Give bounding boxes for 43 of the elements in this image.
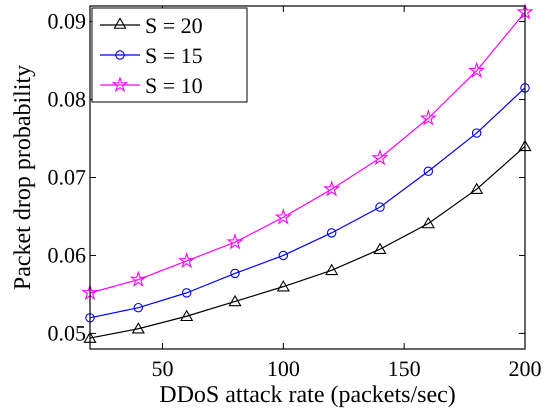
point: [182, 288, 192, 298]
point: [276, 209, 291, 224]
point: [470, 183, 483, 194]
legend-label: S = 15: [145, 43, 203, 68]
x-tick-label: 50: [152, 356, 174, 381]
y-tick-label: 0.09: [48, 8, 86, 34]
point: [422, 217, 435, 228]
point: [278, 250, 288, 260]
point: [469, 62, 484, 78]
point: [130, 272, 146, 286]
y-tick-label: 0.08: [48, 86, 86, 112]
point: [228, 295, 242, 306]
point: [374, 243, 386, 254]
point: [132, 322, 145, 334]
point: [372, 150, 388, 164]
x-tick-label: 100: [266, 356, 300, 381]
point: [324, 181, 340, 196]
point: [375, 202, 385, 212]
point: [420, 110, 436, 125]
y-tick-label: 0.07: [48, 164, 86, 190]
y-axis-title: Packet drop probability: [10, 64, 36, 290]
x-axis-title: DDoS attack rate (packets/sec): [159, 382, 456, 408]
point: [520, 83, 530, 93]
point: [85, 313, 95, 323]
point: [227, 234, 243, 249]
point: [424, 166, 434, 176]
point: [326, 228, 336, 238]
point: [134, 302, 144, 312]
point: [179, 253, 194, 268]
legend-label: S = 20: [145, 13, 203, 38]
y-tick-label: 0.06: [48, 242, 86, 268]
y-tick-label: 0.05: [48, 320, 86, 346]
point: [472, 128, 482, 138]
x-tick-label: 200: [508, 356, 542, 381]
x-tick-label: 150: [388, 356, 421, 381]
legend-label: S = 10: [145, 73, 203, 98]
point: [518, 140, 532, 152]
point: [230, 268, 240, 278]
point: [180, 310, 193, 322]
point: [277, 280, 290, 292]
point: [325, 264, 338, 276]
point: [82, 285, 98, 300]
point: [517, 4, 533, 19]
